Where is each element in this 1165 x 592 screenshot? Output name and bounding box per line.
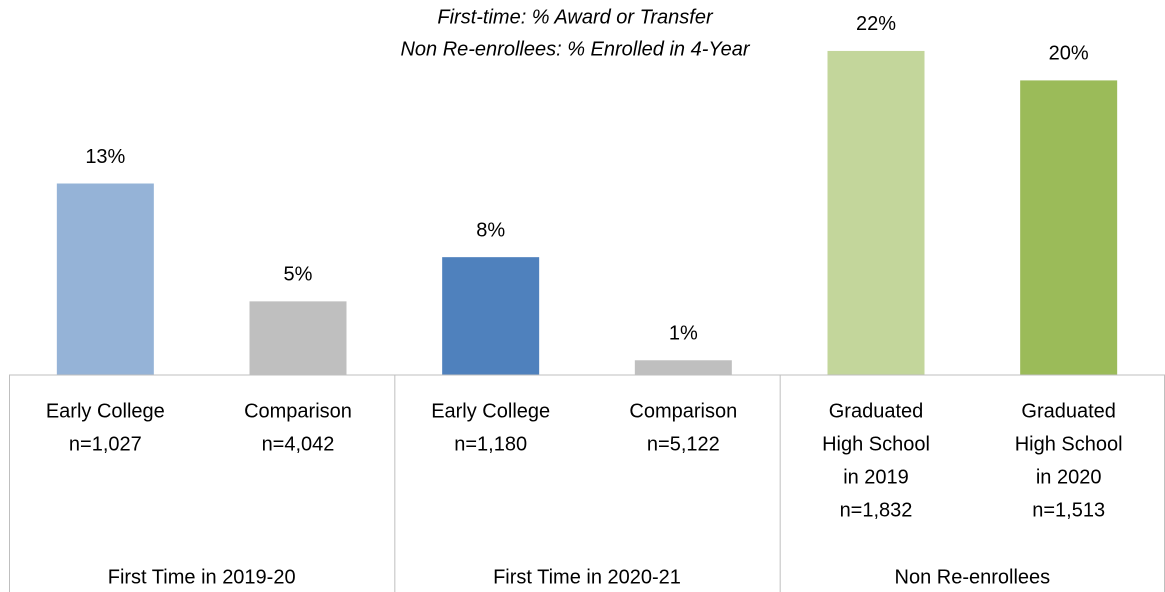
bar [827,50,925,375]
data-label: 5% [284,264,313,286]
x-tick-label: n=1,027 [69,433,142,455]
data-label: 22% [856,13,896,35]
x-tick-label: Comparison [629,400,737,422]
x-tick-label: High School [1015,433,1123,455]
x-tick-label: High School [822,433,930,455]
x-tick-label: Graduated [829,400,924,422]
x-tick-label: n=4,042 [262,433,335,455]
annotation: Non Re-enrollees: % Enrolled in 4-Year [400,38,750,60]
bar [634,360,732,375]
data-label: 1% [669,323,698,345]
group-label: First Time in 2020-21 [493,566,681,588]
x-tick-label: n=1,513 [1032,499,1105,521]
bar [56,183,154,375]
data-label: 20% [1049,43,1089,65]
x-tick-label: Early College [431,400,550,422]
x-tick-label: Comparison [244,400,352,422]
bar [1020,80,1118,376]
x-tick-label: in 2019 [843,466,909,488]
bar [249,301,347,375]
x-tick-label: n=1,180 [454,433,527,455]
x-tick-label: Early College [46,400,165,422]
data-label: 13% [85,146,125,168]
group-label: Non Re-enrollees [895,566,1051,588]
x-tick-label: in 2020 [1036,466,1102,488]
x-tick-label: n=1,832 [840,499,913,521]
annotation: First-time: % Award or Transfer [437,6,714,28]
group-label: First Time in 2019-20 [108,566,296,588]
data-label: 8% [476,219,505,241]
bar [442,257,540,375]
x-tick-label: Graduated [1021,400,1116,422]
x-tick-label: n=5,122 [647,433,720,455]
